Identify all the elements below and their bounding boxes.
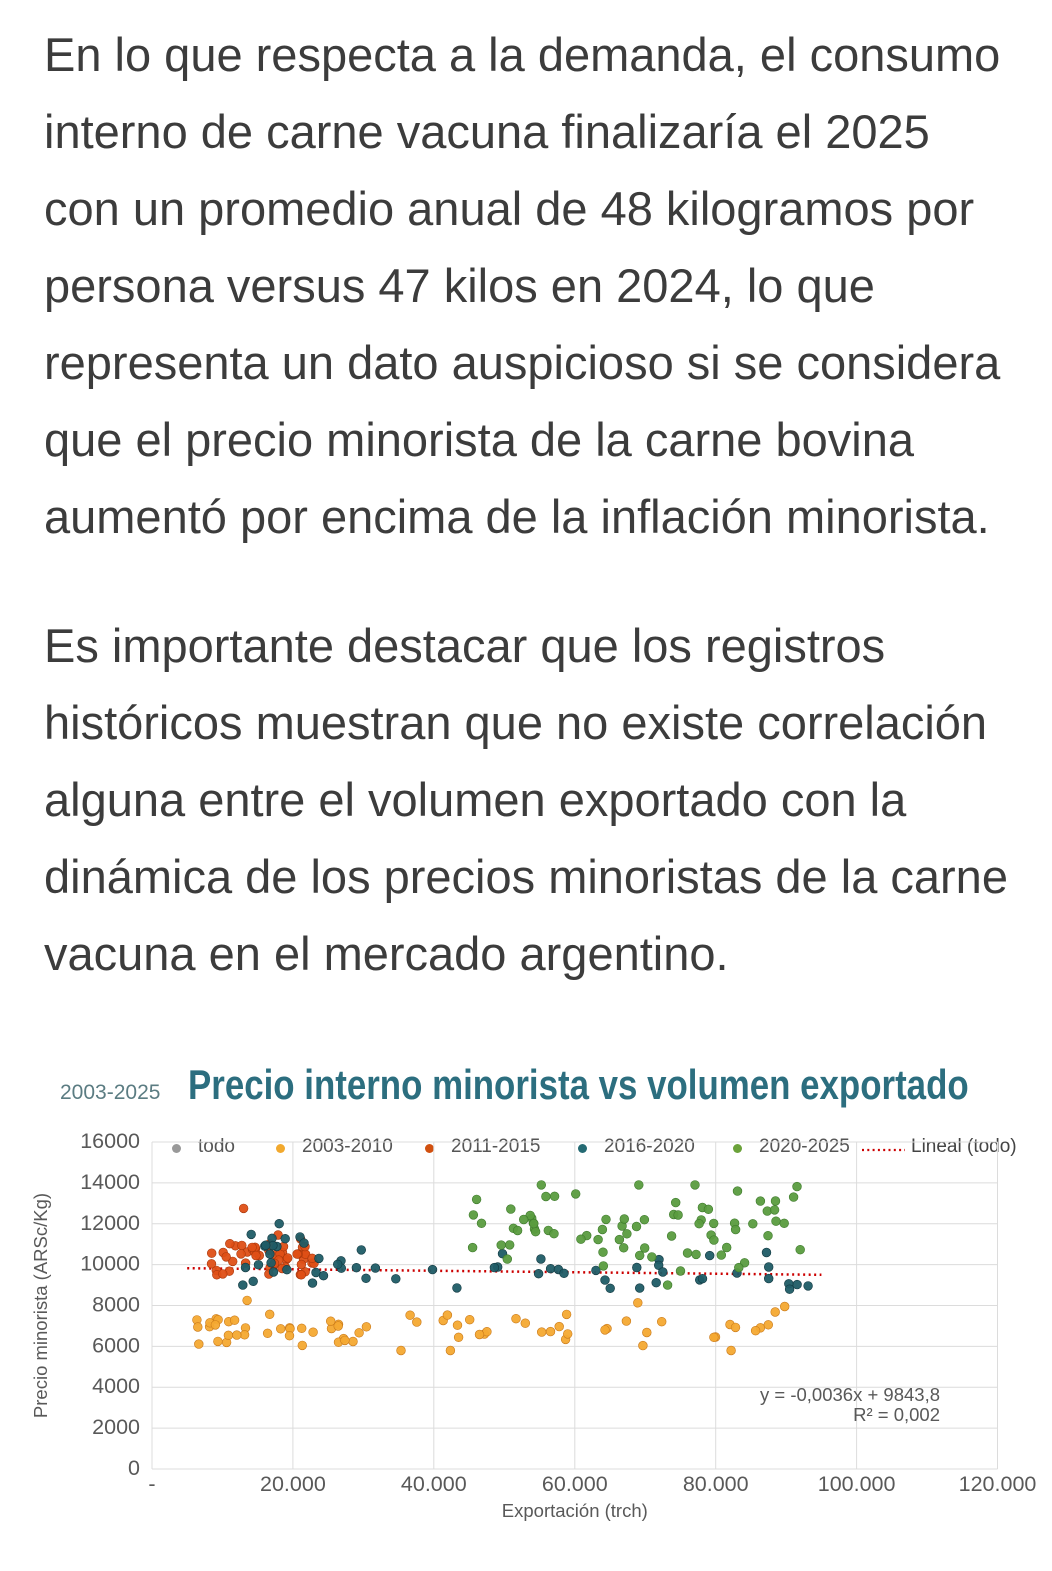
svg-text:Precio minorista (ARSc/Kg): Precio minorista (ARSc/Kg) [30, 1193, 51, 1418]
svg-text:8000: 8000 [92, 1293, 140, 1317]
svg-text:10000: 10000 [80, 1252, 140, 1276]
svg-text:4000: 4000 [92, 1374, 140, 1398]
svg-text:Exportación (trch): Exportación (trch) [502, 1500, 648, 1521]
svg-text:-: - [148, 1472, 155, 1496]
svg-text:12000: 12000 [80, 1211, 140, 1235]
svg-text:40.000: 40.000 [401, 1472, 467, 1496]
svg-text:20.000: 20.000 [260, 1472, 326, 1496]
svg-text:0: 0 [128, 1456, 140, 1480]
svg-text:120.000: 120.000 [959, 1472, 1037, 1496]
svg-text:6000: 6000 [92, 1333, 140, 1357]
svg-text:2000: 2000 [92, 1415, 140, 1439]
svg-text:16000: 16000 [80, 1129, 140, 1153]
svg-text:y = -0,0036x + 9843,8: y = -0,0036x + 9843,8 [760, 1384, 940, 1405]
svg-text:100.000: 100.000 [818, 1472, 896, 1496]
svg-text:R² = 0,002: R² = 0,002 [853, 1404, 940, 1425]
svg-text:80.000: 80.000 [683, 1472, 749, 1496]
svg-text:60.000: 60.000 [542, 1472, 608, 1496]
svg-text:14000: 14000 [80, 1170, 140, 1194]
